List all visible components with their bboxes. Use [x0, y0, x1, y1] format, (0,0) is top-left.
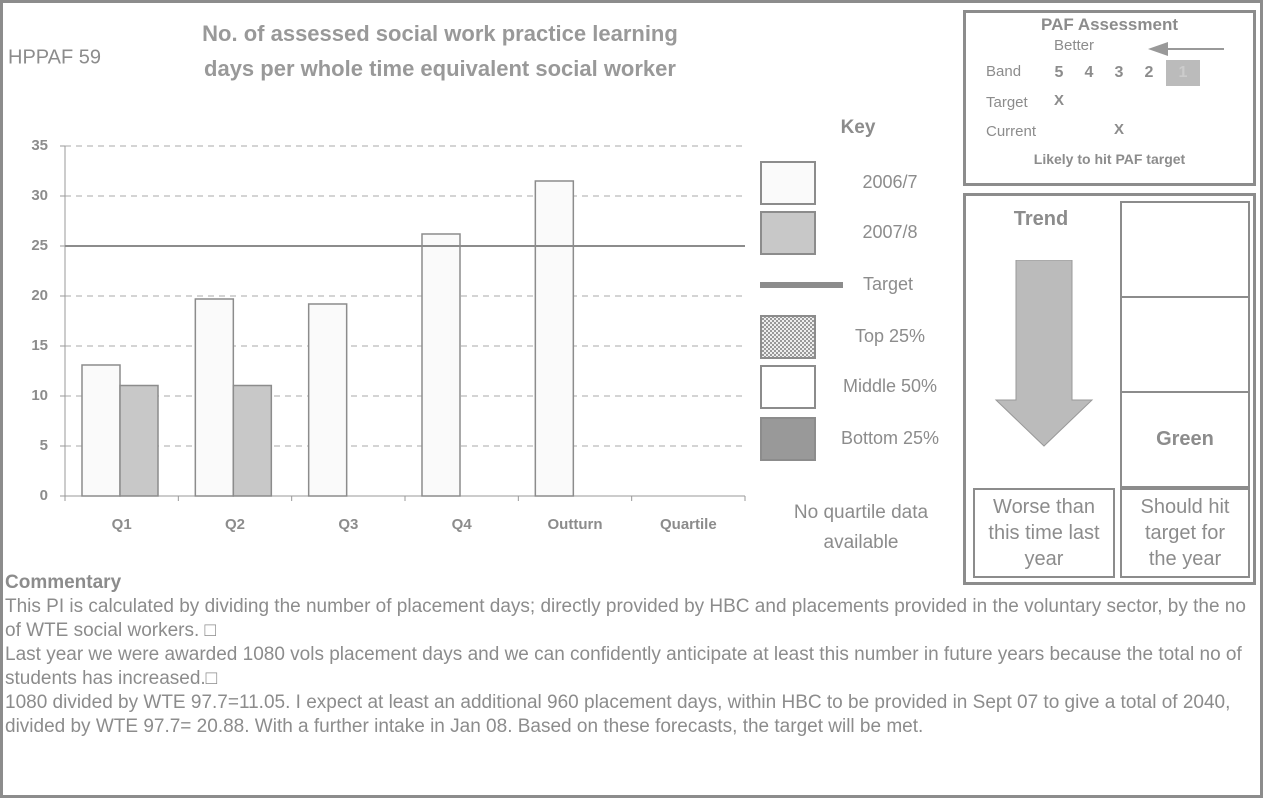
- y-tick-label: 30: [31, 187, 48, 204]
- y-tick-label: 0: [40, 487, 48, 504]
- band: 4: [1084, 64, 1094, 81]
- commentary-heading: Commentary: [5, 572, 122, 593]
- target-label: Target: [986, 94, 1028, 111]
- paf-direction: Better: [1054, 37, 1095, 54]
- bar: [534, 180, 575, 497]
- bar: [81, 364, 121, 497]
- commentary: Commentary This PI is calculated by divi…: [5, 571, 1260, 739]
- rag-cell: [1120, 296, 1250, 393]
- y-tick-label: 15: [31, 337, 48, 354]
- paf-status: Likely to hit PAF target: [1033, 151, 1186, 167]
- band: 3: [1114, 64, 1124, 81]
- y-tick-label: 35: [31, 137, 48, 154]
- arrow: [1148, 42, 1224, 56]
- legend-swatch: [760, 417, 816, 461]
- y-tick-label: 10: [31, 387, 48, 404]
- bar: [421, 233, 461, 497]
- paf-title: PAF Assessment: [1041, 15, 1178, 34]
- trend-text: Worse than this time last year: [973, 488, 1115, 578]
- bar: [307, 303, 348, 497]
- y-tick-label: 25: [31, 237, 48, 254]
- rag-cell: [1120, 201, 1250, 298]
- legend-swatch: [760, 211, 816, 255]
- rag-status: Green: [1120, 391, 1250, 488]
- x-tick-label: Q3: [338, 516, 358, 533]
- forecast-text: Should hit target for the year: [1120, 488, 1250, 578]
- legend-title: Key: [841, 117, 876, 138]
- quartile-note: No quartile data available: [793, 502, 929, 553]
- current-label: Current: [986, 123, 1037, 140]
- legend-label: 2006/7: [862, 172, 917, 192]
- bar: [232, 384, 273, 497]
- legend-label: Bottom 25%: [841, 428, 939, 448]
- current-mark: X: [1113, 121, 1124, 138]
- band: 5: [1054, 64, 1064, 81]
- legend-label: Middle 50%: [843, 376, 937, 396]
- commentary-paragraph: This PI is calculated by dividing the nu…: [5, 596, 1246, 641]
- band: 2: [1144, 64, 1154, 81]
- legend-swatch: [760, 365, 816, 409]
- bar: [194, 298, 235, 497]
- paf-panel: PAF Assessment Better Band Target Curren…: [963, 10, 1256, 186]
- trend-arrow: [994, 260, 1094, 447]
- commentary-paragraph: Last year we were awarded 1080 vols plac…: [5, 644, 1242, 689]
- legend-swatch: [760, 315, 816, 359]
- band-label: Band: [986, 63, 1022, 80]
- legend-swatch: [760, 161, 816, 205]
- code: HPPAF 59: [8, 46, 101, 68]
- commentary-paragraph: 1080 divided by WTE 97.7=11.05. I expect…: [5, 692, 1231, 737]
- x-tick-label: Outturn: [548, 516, 603, 533]
- trend-panel: Trend Green Worse than this time last ye…: [963, 193, 1256, 585]
- bar: [119, 384, 159, 497]
- target-mark: X: [1053, 92, 1064, 109]
- chart-title: days per whole time equivalent social wo…: [204, 56, 676, 81]
- x-tick-label: Q4: [452, 516, 473, 533]
- chart: HPPAF 59 No. of assessed social work pra…: [8, 21, 939, 533]
- x-tick-label: Quartile: [660, 516, 717, 533]
- band: 1: [1166, 60, 1200, 86]
- trend-title: Trend: [1013, 208, 1069, 230]
- x-tick-label: Q2: [225, 516, 245, 533]
- x-tick-label: Q1: [112, 516, 132, 533]
- y-tick-label: 20: [31, 287, 48, 304]
- legend-label: Top 25%: [855, 326, 925, 346]
- legend-label: 2007/8: [862, 222, 917, 242]
- y-tick-label: 5: [40, 437, 48, 454]
- legend-label: Target: [863, 274, 913, 294]
- chart-title: No. of assessed social work practice lea…: [202, 21, 678, 46]
